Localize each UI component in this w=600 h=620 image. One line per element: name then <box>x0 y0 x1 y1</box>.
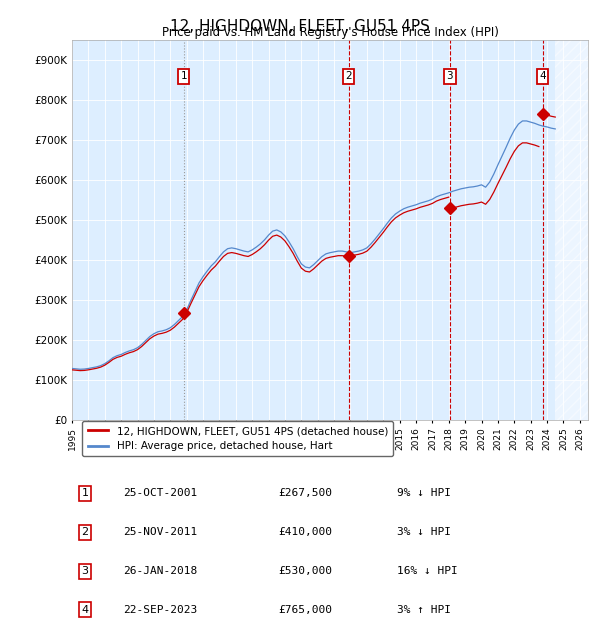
Text: 16% ↓ HPI: 16% ↓ HPI <box>397 566 458 576</box>
Legend: 12, HIGHDOWN, FLEET, GU51 4PS (detached house), HPI: Average price, detached hou: 12, HIGHDOWN, FLEET, GU51 4PS (detached … <box>82 421 394 456</box>
Text: 26-JAN-2018: 26-JAN-2018 <box>124 566 198 576</box>
Text: £267,500: £267,500 <box>278 489 332 498</box>
Text: 25-NOV-2011: 25-NOV-2011 <box>124 527 198 537</box>
Text: £410,000: £410,000 <box>278 527 332 537</box>
Text: 25-OCT-2001: 25-OCT-2001 <box>124 489 198 498</box>
Text: 4: 4 <box>82 605 88 615</box>
Text: 3: 3 <box>446 71 453 81</box>
Text: 9% ↓ HPI: 9% ↓ HPI <box>397 489 451 498</box>
Text: 3% ↑ HPI: 3% ↑ HPI <box>397 605 451 615</box>
Text: £530,000: £530,000 <box>278 566 332 576</box>
Text: 22-SEP-2023: 22-SEP-2023 <box>124 605 198 615</box>
Text: 12, HIGHDOWN, FLEET, GU51 4PS: 12, HIGHDOWN, FLEET, GU51 4PS <box>170 19 430 33</box>
Text: 3% ↓ HPI: 3% ↓ HPI <box>397 527 451 537</box>
Text: 1: 1 <box>181 71 187 81</box>
Text: 1: 1 <box>82 489 88 498</box>
Bar <box>555 40 588 420</box>
Title: Price paid vs. HM Land Registry's House Price Index (HPI): Price paid vs. HM Land Registry's House … <box>161 26 499 39</box>
Text: 2: 2 <box>82 527 88 537</box>
Text: 4: 4 <box>539 71 546 81</box>
Text: £765,000: £765,000 <box>278 605 332 615</box>
Text: 3: 3 <box>82 566 88 576</box>
Text: 2: 2 <box>346 71 352 81</box>
